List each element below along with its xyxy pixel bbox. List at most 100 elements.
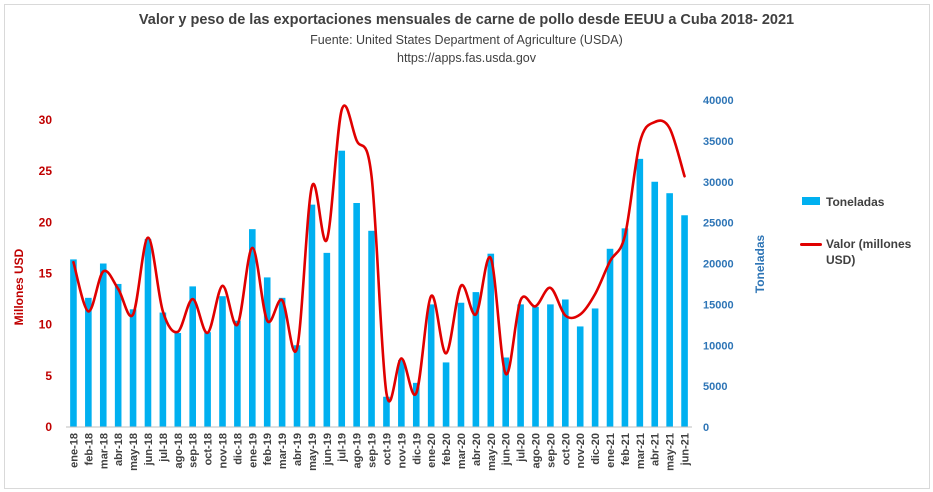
- x-tick-label: jun-21: [680, 433, 692, 466]
- left-tick-label: 25: [39, 164, 53, 178]
- left-tick-label: 0: [45, 420, 52, 434]
- legend-label-bars: Toneladas: [826, 195, 885, 209]
- right-tick-label: 35000: [703, 136, 734, 148]
- x-tick-label: abr-18: [113, 433, 125, 466]
- bar-feb-19: [263, 277, 271, 427]
- left-tick-label: 30: [39, 113, 53, 127]
- x-tick-label: sep-18: [188, 433, 200, 468]
- bar-abr-19: [293, 345, 301, 427]
- bar-ene-20: [427, 304, 435, 428]
- bar-feb-20: [442, 362, 450, 427]
- x-tick-label: dic-19: [411, 433, 423, 465]
- bar-nov-18: [219, 296, 226, 427]
- right-tick-label: 0: [703, 422, 709, 434]
- x-tick-label: mar-19: [277, 433, 289, 469]
- x-tick-label: jul-18: [158, 433, 170, 463]
- x-tick-label: jun-20: [501, 433, 513, 466]
- bar-nov-20: [576, 326, 584, 427]
- x-tick-label: sep-19: [367, 433, 379, 468]
- left-tick-label: 20: [39, 215, 53, 229]
- x-tick-label: feb-20: [441, 433, 453, 465]
- bar-ene-21: [606, 248, 614, 427]
- x-tick-label: feb-18: [83, 433, 95, 465]
- left-tick-label: 15: [39, 267, 53, 281]
- chart-frame: [4, 4, 930, 489]
- x-tick-label: sep-20: [545, 433, 557, 468]
- right-tick-label: 10000: [703, 340, 734, 352]
- bar-dic-18: [234, 320, 241, 427]
- x-tick-label: ene-21: [605, 433, 617, 468]
- y-axis-title-right: Toneladas: [753, 234, 767, 293]
- bar-abr-20: [472, 292, 480, 427]
- left-axis-ticks: 0 5 10 15 20 25 30: [39, 113, 53, 434]
- bar-ene-19: [249, 229, 256, 427]
- bar-jun-21: [681, 215, 688, 427]
- x-tick-label: may-20: [486, 433, 498, 471]
- bar-oct-18: [204, 332, 211, 427]
- x-tick-label: oct-18: [203, 433, 215, 465]
- bar-oct-19: [383, 396, 390, 427]
- bar-mar-21: [636, 158, 644, 428]
- bar-abr-21: [651, 181, 659, 427]
- x-tick-label: oct-19: [381, 433, 393, 465]
- bar-sep-20: [547, 304, 554, 428]
- line-series: [72, 104, 686, 403]
- x-tick-label: abr-21: [650, 433, 662, 466]
- bar-sep-18: [189, 286, 196, 427]
- bar-series: [70, 150, 688, 428]
- legend-label-line: Valor (millones USD): [826, 237, 912, 267]
- x-tick-label: feb-19: [262, 433, 274, 465]
- x-tick-label: abr-20: [471, 433, 483, 466]
- bar-may-20: [487, 253, 495, 427]
- chart-title: Valor y peso de las exportaciones mensua…: [138, 12, 795, 28]
- bar-may-21: [666, 193, 673, 427]
- legend-swatch-line: [800, 243, 822, 246]
- bar-may-18: [129, 309, 137, 427]
- bar-jul-18: [159, 312, 167, 427]
- x-tick-label: ago-18: [173, 433, 185, 468]
- x-tick-label: may-21: [665, 433, 677, 471]
- right-tick-label: 40000: [703, 95, 734, 107]
- bar-jun-19: [323, 252, 331, 427]
- bar-feb-18: [85, 297, 92, 427]
- right-axis-ticks: 0 5000 10000 15000 20000 25000 30000 35000 40000: [703, 95, 734, 434]
- x-tick-label: mar-20: [456, 433, 468, 469]
- bar-dic-20: [591, 308, 599, 427]
- bar-jun-18: [144, 238, 152, 427]
- x-tick-label: mar-18: [98, 433, 110, 469]
- value-line: [72, 104, 686, 403]
- x-tick-label: feb-21: [620, 433, 632, 465]
- x-tick-label: nov-18: [218, 433, 230, 468]
- x-tick-label: dic-18: [232, 433, 244, 465]
- bar-mar-18: [99, 263, 107, 427]
- x-axis-ticks: ene-18 feb-18 mar-18 abr-18 may-18 jun-18 jul-…: [68, 433, 691, 471]
- x-tick-label: jun-19: [322, 433, 334, 466]
- left-tick-label: 10: [39, 318, 53, 332]
- x-tick-label: ago-20: [531, 433, 543, 468]
- bar-mar-19: [278, 297, 286, 427]
- x-tick-label: ago-19: [352, 433, 364, 468]
- chart-subtitle-source: Fuente: United States Department of Agri…: [310, 33, 623, 47]
- bar-jul-20: [517, 304, 524, 428]
- bar-mar-20: [457, 302, 465, 427]
- right-tick-label: 30000: [703, 177, 734, 189]
- x-tick-label: nov-20: [575, 433, 587, 468]
- right-tick-label: 20000: [703, 259, 734, 271]
- x-tick-label: ene-20: [426, 433, 438, 468]
- x-tick-label: ene-19: [247, 433, 259, 468]
- x-tick-label: jun-18: [143, 433, 155, 466]
- bar-feb-21: [621, 228, 629, 427]
- x-tick-label: may-19: [307, 433, 319, 471]
- bar-oct-20: [562, 299, 569, 427]
- legend-swatch-bars: [802, 197, 820, 205]
- bar-nov-19: [398, 359, 405, 427]
- bar-sep-19: [368, 230, 375, 427]
- bar-ago-19: [353, 203, 360, 427]
- x-tick-label: abr-19: [292, 433, 304, 466]
- bar-jun-20: [502, 357, 509, 427]
- y-axis-title-left: Millones USD: [12, 248, 26, 325]
- bar-ago-20: [532, 306, 539, 427]
- x-tick-label: ene-18: [68, 433, 80, 468]
- right-tick-label: 25000: [703, 218, 734, 230]
- bar-may-19: [308, 204, 316, 427]
